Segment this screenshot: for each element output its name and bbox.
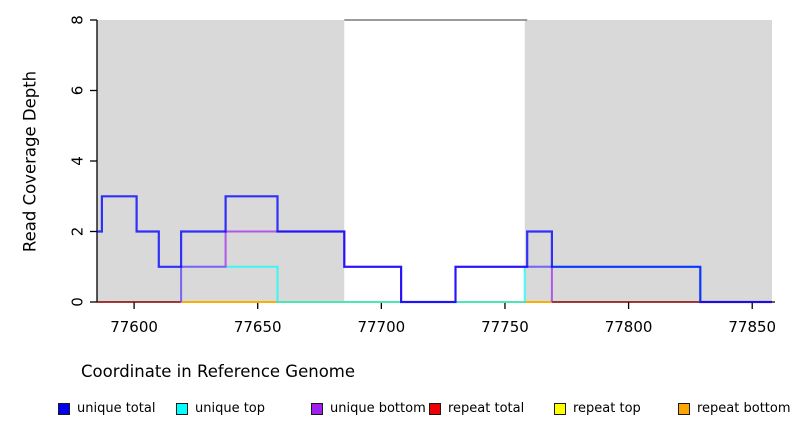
x-tick-label: 77800 (605, 318, 653, 336)
legend-label: repeat top (573, 401, 641, 416)
legend-item-repeat-total: repeat total (429, 402, 524, 416)
y-tick-label: 4 (69, 156, 87, 166)
legend-item-unique-total: unique total (58, 402, 155, 416)
legend-item-repeat-bottom: repeat bottom (678, 402, 791, 416)
shaded-regions (97, 20, 772, 302)
series-lines (97, 195, 772, 304)
y-tick-label: 2 (69, 227, 87, 237)
left-repeat-region (97, 20, 345, 302)
legend-swatch-repeat-total (429, 403, 441, 415)
legend-label: unique total (77, 401, 156, 416)
y-tick-label: 6 (69, 86, 87, 96)
x-tick-label: 77600 (110, 318, 158, 336)
legend-label: repeat bottom (697, 401, 791, 416)
legend: unique total unique top unique bottom repea… (0, 400, 792, 424)
right-repeat-region (524, 20, 772, 302)
series-line-unique-total (97, 195, 772, 304)
y-axis-ticks: 0 2 4 6 8 (69, 15, 97, 307)
legend-swatch-unique-total (58, 403, 70, 415)
x-tick-label: 77700 (357, 318, 405, 336)
x-tick-label: 77750 (481, 318, 529, 336)
legend-swatch-repeat-top (554, 403, 566, 415)
legend-swatch-unique-bottom (311, 403, 323, 415)
y-tick-label: 0 (69, 297, 87, 307)
legend-swatch-unique-top (176, 403, 188, 415)
coverage-plot-canvas: 77600 77650 77700 77750 77800 77850 0 2 4 6 8 (69, 15, 777, 336)
y-tick-label: 8 (69, 15, 87, 25)
x-axis-title: Coordinate in Reference Genome (80, 362, 356, 381)
y-axis-title: Read Coverage Depth (20, 70, 40, 253)
legend-swatch-repeat-bottom (678, 403, 690, 415)
legend-item-unique-top: unique top (176, 402, 265, 416)
legend-item-repeat-top: repeat top (554, 402, 641, 416)
x-tick-label: 77650 (234, 318, 282, 336)
legend-label: unique top (195, 401, 266, 416)
x-axis-ticks: 77600 77650 77700 77750 77800 77850 (110, 302, 776, 336)
x-tick-label: 77850 (728, 318, 776, 336)
x-axis-title-row: Coordinate in Reference Genome (0, 362, 792, 381)
legend-item-unique-bottom: unique bottom (311, 402, 426, 416)
legend-label: unique bottom (330, 401, 426, 416)
legend-label: repeat total (448, 401, 525, 416)
